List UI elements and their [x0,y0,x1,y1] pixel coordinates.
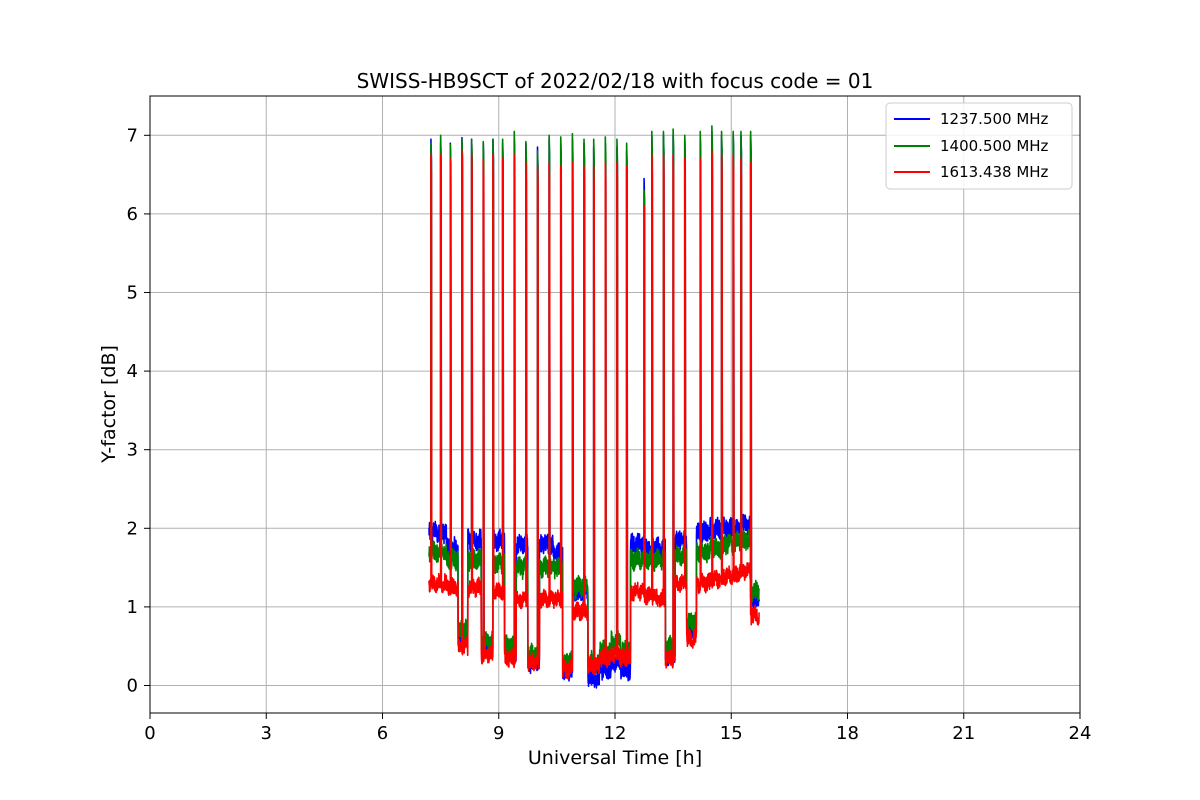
chart-title: SWISS-HB9SCT of 2022/02/18 with focus co… [357,69,874,93]
legend-label-series-3: 1613.438 MHz [940,163,1049,181]
x-axis-label: Universal Time [h] [528,747,702,769]
x-tick-label: 9 [493,723,504,744]
x-tick-label: 6 [377,723,388,744]
plot-layer [428,125,760,689]
x-tick-label: 24 [1069,723,1092,744]
legend: 1237.500 MHz 1400.500 MHz 1613.438 MHz [885,102,1073,190]
legend-label-series-1: 1237.500 MHz [940,110,1049,128]
legend-label-series-2: 1400.500 MHz [940,137,1049,155]
y-tick-label: 1 [127,597,138,618]
series-line-3 [428,150,760,680]
legend-frame [885,102,1073,190]
x-tick-label: 0 [144,723,155,744]
x-tick-label: 15 [720,723,743,744]
x-tick-label: 21 [952,723,975,744]
y-tick-label: 2 [127,518,138,539]
x-tick-label: 18 [836,723,859,744]
y-tick-label: 4 [127,361,138,382]
x-tick-label: 12 [604,723,627,744]
y-tick-label: 3 [127,440,138,461]
y-tick-label: 6 [127,204,138,225]
y-tick-label: 7 [127,125,138,146]
y-axis-label: Y-factor [dB] [98,345,120,464]
y-tick-label: 0 [127,675,138,696]
y-tick-label: 5 [127,282,138,303]
x-tick-label: 3 [261,723,272,744]
